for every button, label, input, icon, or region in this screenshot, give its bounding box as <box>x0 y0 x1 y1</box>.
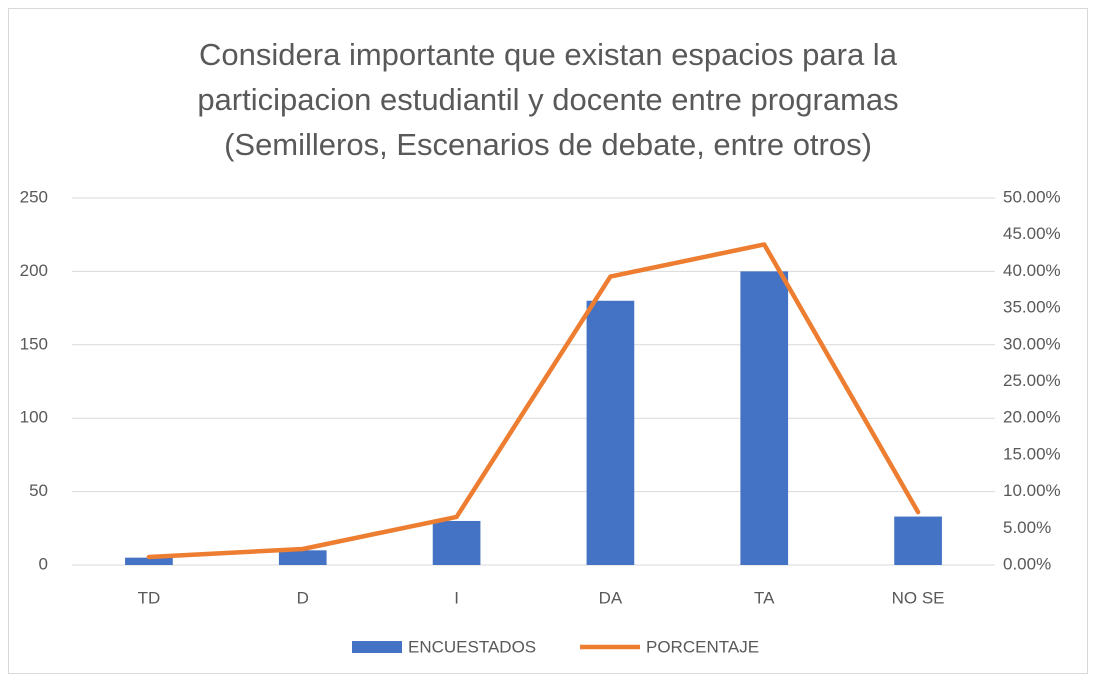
y2-tick-label: 35.00% <box>1003 298 1061 317</box>
y2-tick-label: 40.00% <box>1003 261 1061 280</box>
x-tick-label: TA <box>754 588 775 607</box>
y2-tick-label: 30.00% <box>1003 334 1061 353</box>
y-tick-label: 200 <box>20 261 48 280</box>
y2-tick-label: 50.00% <box>1003 187 1061 206</box>
y2-tick-label: 45.00% <box>1003 224 1061 243</box>
chart-title: participacion estudiantil y docente entr… <box>197 82 898 117</box>
bar <box>432 520 481 565</box>
bar <box>278 550 327 565</box>
legend-swatch <box>352 641 402 653</box>
chart-title: Considera importante que existan espacio… <box>199 37 898 72</box>
line <box>146 242 921 560</box>
y2-tick-label: 25.00% <box>1003 371 1061 390</box>
y2-tick-label: 5.00% <box>1003 518 1051 537</box>
y-tick-label: 100 <box>20 408 48 427</box>
y2-tick-label: 20.00% <box>1003 408 1061 427</box>
x-tick-label: I <box>454 588 459 607</box>
x-tick-label: NO SE <box>892 588 945 607</box>
chart-title: (Semilleros, Escenarios de debate, entre… <box>224 127 872 162</box>
y-tick-label: 150 <box>20 334 48 353</box>
x-tick-label: D <box>297 588 309 607</box>
y-tick-label: 250 <box>20 187 48 206</box>
bar <box>740 271 789 565</box>
bar <box>894 516 942 565</box>
x-tick-label: TD <box>138 588 161 607</box>
y2-tick-label: 15.00% <box>1003 444 1061 463</box>
bar <box>125 557 173 565</box>
y-tick-label: 50 <box>29 481 48 500</box>
legend-label: ENCUESTADOS <box>408 637 536 656</box>
y2-tick-label: 0.00% <box>1003 554 1051 573</box>
y2-tick-label: 10.00% <box>1003 481 1061 500</box>
x-tick-label: DA <box>599 588 623 607</box>
y-tick-label: 0 <box>39 554 48 573</box>
bar <box>586 300 635 565</box>
legend-label: PORCENTAJE <box>646 637 759 656</box>
